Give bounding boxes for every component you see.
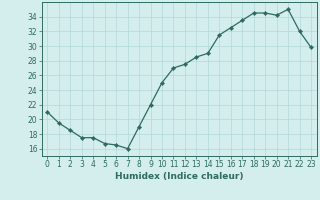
X-axis label: Humidex (Indice chaleur): Humidex (Indice chaleur) bbox=[115, 172, 244, 181]
